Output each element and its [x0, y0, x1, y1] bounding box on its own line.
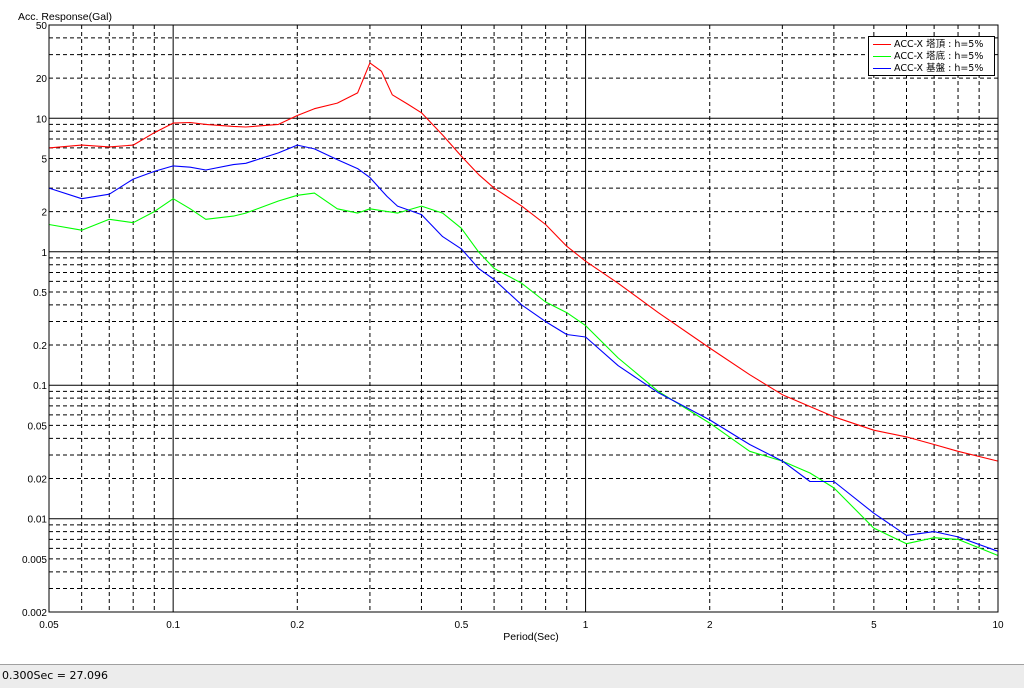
plot-area: [49, 25, 998, 612]
legend-swatch-green: [873, 56, 891, 57]
series-line: [48, 192, 999, 557]
x-tick-label: 0.5: [454, 620, 468, 631]
legend-item-base: ACC-X 基盤 : h=5%: [871, 62, 993, 75]
y-tick-label: 5: [41, 154, 47, 165]
y-tick-label: 0.01: [28, 515, 48, 526]
x-tick-label: 10: [992, 620, 1004, 631]
x-tick-label: 2: [707, 620, 713, 631]
y-tick-label: 50: [36, 21, 48, 32]
x-tick-label: 1: [583, 620, 589, 631]
x-tick-label: 0.05: [39, 620, 59, 631]
y-axis-label: Acc. Response(Gal): [18, 11, 112, 23]
legend-item-bottom: ACC-X 塔底 : h=5%: [871, 50, 993, 63]
legend-label: ACC-X 塔底 : h=5%: [894, 51, 984, 62]
y-tick-label: 10: [36, 114, 48, 125]
legend-label: ACC-X 基盤 : h=5%: [894, 63, 984, 74]
response-spectrum-chart: 0.05 0.1 0.2 0.5 1 2 5 10 0.002 0.005 0.01 0.02 0.05…: [18, 11, 1004, 643]
y-tick-label: 20: [36, 74, 48, 85]
legend-item-top: ACC-X 塔頂 : h=5%: [871, 38, 993, 51]
status-readout: 0.300Sec = 27.096: [2, 669, 108, 682]
plot-frame: [48, 24, 999, 613]
y-tick-label: 2: [41, 208, 47, 219]
series-line: [48, 144, 999, 552]
status-bar: 0.300Sec = 27.096: [0, 664, 1024, 688]
legend-label: ACC-X 塔頂 : h=5%: [894, 39, 984, 50]
y-tick-label: 0.2: [33, 341, 47, 352]
chart-legend: ACC-X 塔頂 : h=5% ACC-X 塔底 : h=5% ACC-X 基盤…: [868, 36, 995, 76]
y-tick-label: 0.05: [28, 421, 48, 432]
series-line: [48, 62, 999, 462]
legend-swatch-blue: [873, 68, 891, 69]
x-tick-label: 5: [871, 620, 877, 631]
x-axis-label: Period(Sec): [503, 631, 558, 643]
x-tick-label: 0.1: [166, 620, 180, 631]
y-tick-label: 0.1: [33, 381, 47, 392]
y-tick-label: 0.02: [28, 475, 48, 486]
y-tick-label: 0.005: [22, 555, 47, 566]
y-tick-label: 0.002: [22, 608, 47, 619]
x-tick-label: 0.2: [290, 620, 304, 631]
y-tick-label: 1: [41, 248, 47, 259]
y-tick-label: 0.5: [33, 288, 47, 299]
legend-swatch-red: [873, 44, 891, 45]
